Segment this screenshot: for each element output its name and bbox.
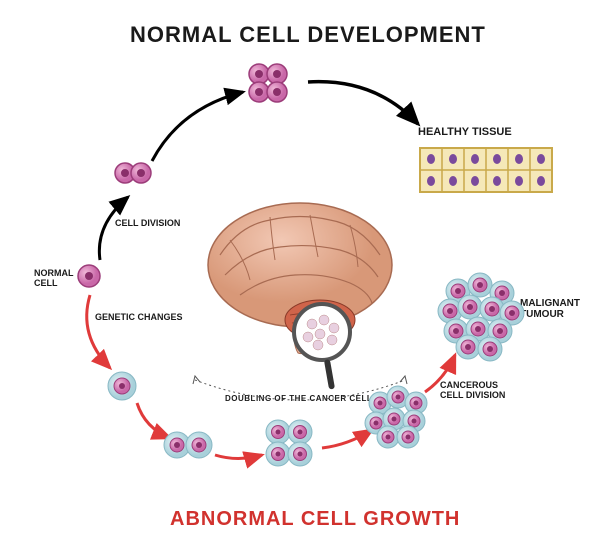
eight-abnormal-stage (365, 386, 427, 448)
healthy-tissue-stage (420, 148, 552, 192)
four-abnormal-stage (266, 420, 312, 466)
diagram-canvas: { "type": "infographic", "title_top": "N… (0, 0, 600, 549)
two-cells-stage (115, 163, 151, 183)
two-abnormal-stage (164, 432, 212, 458)
four-cells-stage (249, 64, 287, 102)
malignant-tumour-stage (438, 273, 524, 361)
diagram-svg (0, 0, 600, 549)
mutated-cell-stage (108, 372, 136, 400)
normal-cell-stage (78, 265, 100, 287)
magnifier-icon (294, 304, 350, 390)
